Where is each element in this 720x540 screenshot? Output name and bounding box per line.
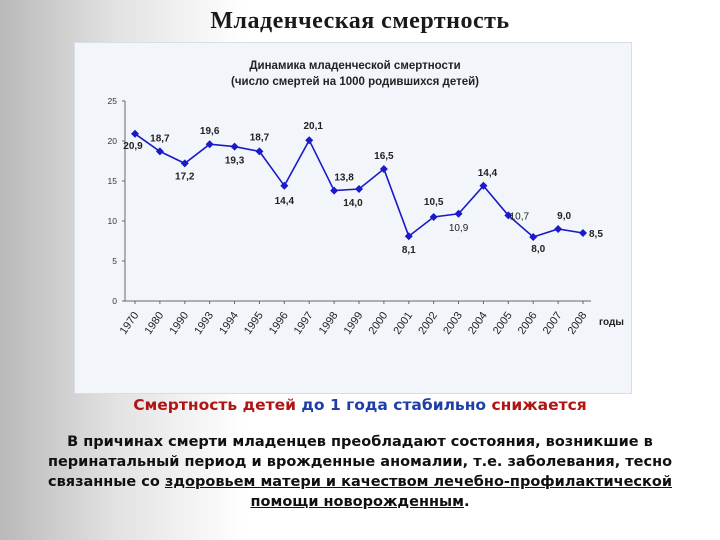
x-tick-label: 1997 xyxy=(292,310,316,337)
data-label: 14,0 xyxy=(343,198,363,209)
data-point-marker xyxy=(155,147,164,156)
causes-text-end: . xyxy=(463,494,470,510)
data-point-marker xyxy=(379,165,388,173)
data-label: 8,0 xyxy=(531,244,545,255)
data-label: 20,9 xyxy=(123,141,143,152)
data-point-marker xyxy=(305,136,314,145)
data-label: 10,5 xyxy=(424,197,444,208)
data-label: 14,4 xyxy=(275,196,295,207)
x-tick-label: 1998 xyxy=(317,310,341,337)
infant-mortality-line-chart: Динамика младенческой смертности (число … xyxy=(108,60,624,337)
causes-paragraph: В причинах смерти младенцев преобладают … xyxy=(40,432,680,512)
data-point-marker xyxy=(429,213,438,221)
data-label: 16,5 xyxy=(374,151,394,162)
data-label: 8,1 xyxy=(402,245,416,256)
data-point-marker xyxy=(479,181,488,190)
data-point-marker xyxy=(205,140,214,149)
data-label: 10,7 xyxy=(510,211,530,222)
data-point-marker xyxy=(529,233,538,241)
data-label: 13,8 xyxy=(334,173,354,184)
slide-title: Младенческая смертность xyxy=(210,8,510,34)
x-tick-label: 2001 xyxy=(391,310,415,337)
x-tick-label: 1970 xyxy=(118,310,142,337)
y-tick-label: 20 xyxy=(108,136,118,146)
data-label: 18,7 xyxy=(150,133,170,144)
x-tick-label: 1996 xyxy=(267,310,291,337)
x-tick-label: 2004 xyxy=(466,310,490,337)
x-tick-label: 1994 xyxy=(217,310,241,337)
causes-underlined-text: здоровьем матери и качеством лечебно-про… xyxy=(164,474,672,510)
x-tick-label: 2007 xyxy=(541,310,565,337)
chart-series xyxy=(131,129,587,241)
data-point-marker xyxy=(230,142,239,151)
chart-panel: Динамика младенческой смертности (число … xyxy=(74,42,632,394)
x-tick-label: 1999 xyxy=(342,310,366,337)
y-tick-label: 0 xyxy=(112,296,117,306)
chart-title-line-1: Динамика младенческой смертности xyxy=(249,60,460,72)
x-tick-label: 1995 xyxy=(242,310,266,337)
data-label: 19,6 xyxy=(200,126,220,137)
causes-text: В причинах смерти младенцев преобладают … xyxy=(47,434,673,490)
x-tick-label: 1980 xyxy=(142,310,166,337)
data-point-marker xyxy=(280,181,289,190)
x-tick-label: 2002 xyxy=(416,310,440,337)
x-tick-label: 2000 xyxy=(366,310,390,337)
subhead-part-3: стабильно xyxy=(387,396,492,414)
chart-conclusion-heading: Смертность детей до 1 года стабильно сни… xyxy=(0,396,720,414)
x-tick-label: 2005 xyxy=(491,310,515,337)
subhead-part-1: Смертность детей xyxy=(133,396,302,414)
data-point-marker xyxy=(554,225,563,233)
y-tick-label: 25 xyxy=(108,96,118,106)
x-tick-label: 2003 xyxy=(441,310,465,337)
x-tick-label: 1990 xyxy=(167,310,191,337)
x-tick-label: 2008 xyxy=(566,310,590,337)
data-label: 8,5 xyxy=(589,229,603,240)
data-label: 17,2 xyxy=(175,171,195,182)
x-axis-unit-label: годы xyxy=(599,317,624,328)
y-tick-label: 5 xyxy=(112,256,117,266)
data-point-marker xyxy=(404,232,413,241)
data-point-marker xyxy=(180,159,189,168)
data-label: 9,0 xyxy=(557,211,571,222)
subhead-part-2: до 1 года xyxy=(301,396,388,414)
data-label: 14,4 xyxy=(478,168,498,179)
data-label: 18,7 xyxy=(250,132,270,143)
chart-data-labels: 20,9 18,7 17,2 19,6 19,3 18,7 14,4 20,1 13,8 14,0… xyxy=(123,121,603,256)
x-tick-label: 1993 xyxy=(192,310,216,337)
data-point-marker xyxy=(504,211,513,220)
data-point-marker xyxy=(454,209,463,218)
subhead-part-4: снижается xyxy=(491,396,587,414)
data-label: 20,1 xyxy=(303,121,323,132)
chart-title-line-2: (число смертей на 1000 родившихся детей) xyxy=(231,76,479,88)
data-label: 19,3 xyxy=(225,156,245,167)
data-point-marker xyxy=(355,185,363,193)
y-tick-label: 15 xyxy=(108,176,118,186)
data-point-marker xyxy=(579,229,587,237)
data-label: 10,9 xyxy=(449,223,469,234)
data-point-marker xyxy=(330,186,339,195)
data-point-marker xyxy=(131,129,139,138)
data-point-marker xyxy=(255,147,264,156)
x-tick-label: 2006 xyxy=(516,310,540,337)
y-tick-label: 10 xyxy=(108,216,118,226)
